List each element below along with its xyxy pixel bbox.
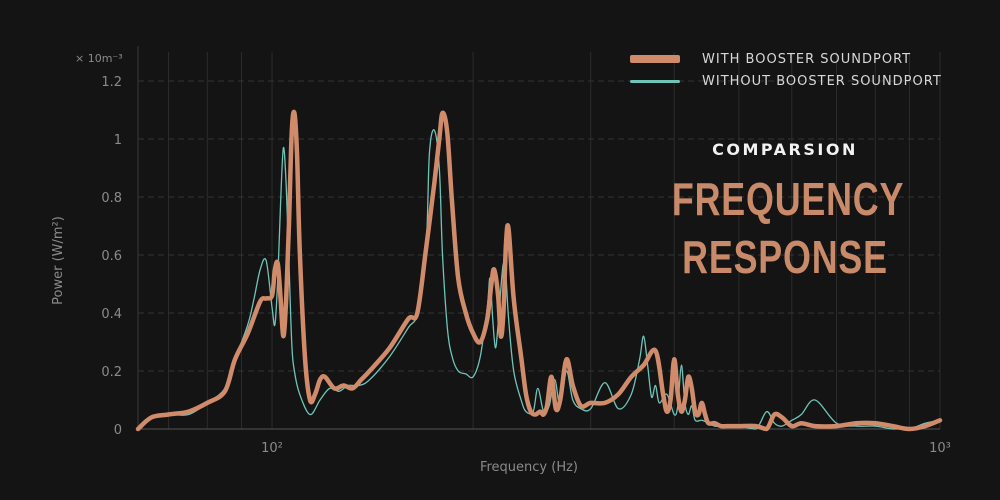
chart-title: FREQUENCY RESPONSE xyxy=(671,170,905,286)
x-axis-title: Frequency (Hz) xyxy=(480,460,578,475)
y-tick-label: 0.8 xyxy=(101,191,122,206)
y-tick-label: 0.6 xyxy=(101,249,122,264)
legend: WITH BOOSTER SOUNDPORT WITHOUT BOOSTER S… xyxy=(630,48,942,92)
y-tick-label: 1 xyxy=(114,133,122,148)
y-axis-multiplier: × 10m⁻³ xyxy=(75,52,123,65)
legend-swatch-with-booster xyxy=(630,55,680,63)
y-tick-label: 0 xyxy=(114,423,122,438)
legend-label-without-booster: WITHOUT BOOSTER SOUNDPORT xyxy=(702,73,942,89)
y-tick-label: 0.4 xyxy=(101,307,122,322)
chart-title-text: FREQUENCY RESPONSE xyxy=(671,173,905,283)
legend-item-without-booster: WITHOUT BOOSTER SOUNDPORT xyxy=(630,70,942,92)
y-tick-label: 0.2 xyxy=(101,365,122,380)
legend-swatch-without-booster xyxy=(630,79,680,83)
series-line-with-booster xyxy=(135,109,943,432)
legend-item-with-booster: WITH BOOSTER SOUNDPORT xyxy=(630,48,942,70)
x-tick-label: 10³ xyxy=(929,441,951,456)
x-tick-label: 10² xyxy=(261,441,283,456)
legend-label-with-booster: WITH BOOSTER SOUNDPORT xyxy=(702,51,912,67)
chart-kicker: COMPARSION xyxy=(712,140,858,159)
y-tick-label: 1.2 xyxy=(101,75,122,90)
y-axis-title: Power (W/m²) xyxy=(51,216,66,305)
